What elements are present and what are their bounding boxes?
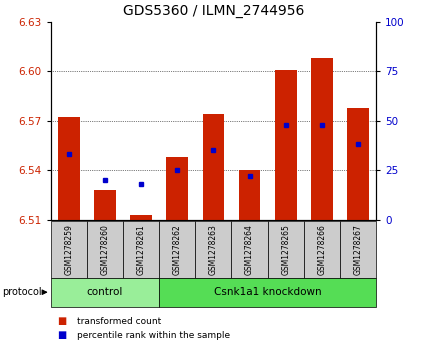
Bar bbox=[123, 221, 159, 278]
Bar bbox=[87, 221, 123, 278]
Text: GSM1278262: GSM1278262 bbox=[173, 224, 182, 275]
Bar bbox=[94, 190, 116, 220]
Bar bbox=[159, 278, 376, 307]
Bar bbox=[304, 221, 340, 278]
Text: ■: ■ bbox=[57, 330, 66, 340]
Text: GSM1278266: GSM1278266 bbox=[317, 224, 326, 275]
Bar bbox=[159, 221, 195, 278]
Bar bbox=[311, 58, 333, 220]
Bar bbox=[268, 221, 304, 278]
Text: GSM1278259: GSM1278259 bbox=[64, 224, 73, 275]
Bar bbox=[51, 221, 87, 278]
Text: percentile rank within the sample: percentile rank within the sample bbox=[77, 331, 230, 339]
Text: Csnk1a1 knockdown: Csnk1a1 knockdown bbox=[214, 287, 322, 297]
Text: GSM1278260: GSM1278260 bbox=[100, 224, 110, 275]
Bar bbox=[202, 114, 224, 220]
Text: GSM1278261: GSM1278261 bbox=[136, 224, 146, 275]
Bar bbox=[340, 221, 376, 278]
Bar bbox=[166, 157, 188, 220]
Bar bbox=[275, 70, 297, 220]
Bar bbox=[195, 221, 231, 278]
Bar bbox=[130, 215, 152, 220]
Text: ■: ■ bbox=[57, 316, 66, 326]
Bar bbox=[347, 107, 369, 220]
Text: GSM1278265: GSM1278265 bbox=[281, 224, 290, 275]
Text: transformed count: transformed count bbox=[77, 317, 161, 326]
Bar bbox=[51, 278, 159, 307]
Bar bbox=[231, 221, 268, 278]
Bar bbox=[58, 117, 80, 220]
Text: GSM1278264: GSM1278264 bbox=[245, 224, 254, 275]
Title: GDS5360 / ILMN_2744956: GDS5360 / ILMN_2744956 bbox=[123, 4, 304, 18]
Text: control: control bbox=[87, 287, 123, 297]
Text: GSM1278263: GSM1278263 bbox=[209, 224, 218, 275]
Text: protocol: protocol bbox=[2, 287, 42, 297]
Bar bbox=[239, 170, 260, 220]
Text: GSM1278267: GSM1278267 bbox=[354, 224, 363, 275]
